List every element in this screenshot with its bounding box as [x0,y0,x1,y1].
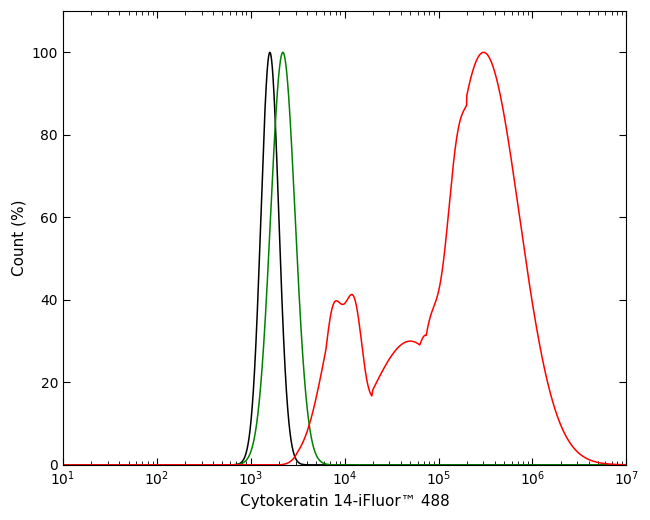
X-axis label: Cytokeratin 14-iFluor™ 488: Cytokeratin 14-iFluor™ 488 [240,494,450,509]
Y-axis label: Count (%): Count (%) [11,200,26,276]
